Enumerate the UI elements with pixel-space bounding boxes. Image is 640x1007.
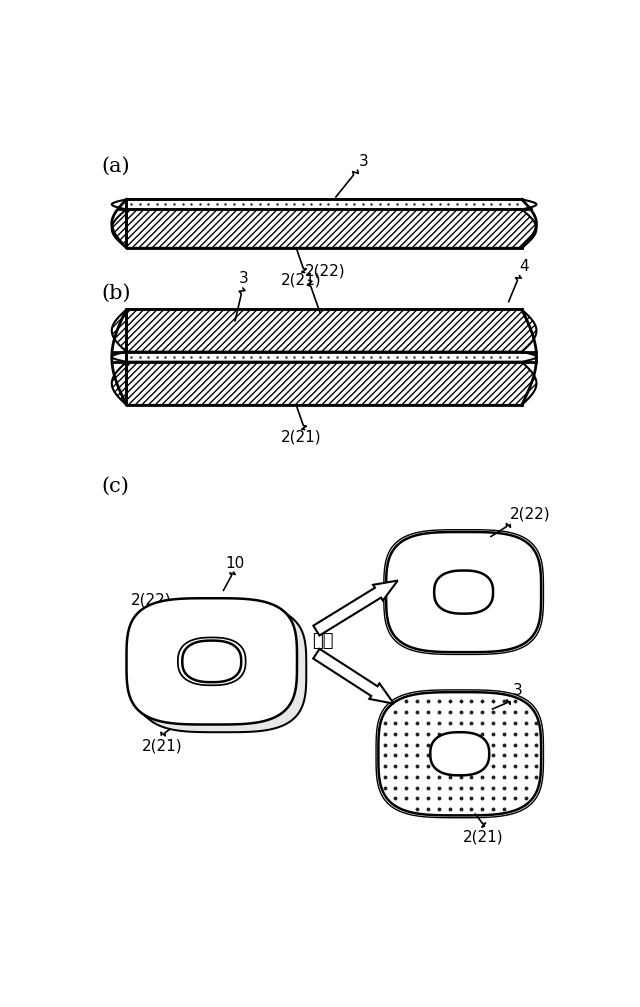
Text: 3: 3	[239, 272, 248, 286]
Text: 2(21): 2(21)	[142, 738, 182, 753]
Text: 2(22): 2(22)	[305, 264, 346, 279]
Polygon shape	[378, 692, 541, 816]
Polygon shape	[434, 571, 493, 613]
Polygon shape	[430, 732, 489, 775]
Polygon shape	[314, 580, 397, 635]
Polygon shape	[386, 532, 541, 653]
Polygon shape	[127, 598, 297, 724]
Text: (b): (b)	[102, 284, 131, 303]
Text: 3: 3	[513, 684, 522, 698]
Text: 4: 4	[520, 259, 529, 274]
Polygon shape	[182, 640, 241, 682]
Polygon shape	[131, 602, 301, 728]
Polygon shape	[313, 649, 394, 704]
Text: 2(22): 2(22)	[510, 507, 551, 522]
Text: (c): (c)	[102, 476, 129, 495]
Text: 10: 10	[225, 556, 244, 571]
Polygon shape	[112, 209, 536, 248]
Text: (a): (a)	[102, 157, 131, 176]
Polygon shape	[112, 309, 536, 351]
Text: 2(21): 2(21)	[280, 273, 321, 288]
Text: 2(22): 2(22)	[131, 592, 171, 607]
Text: 剥離: 剥離	[312, 631, 333, 650]
Text: 3: 3	[359, 154, 369, 168]
Polygon shape	[112, 351, 536, 362]
Polygon shape	[136, 606, 307, 732]
Text: 2(21): 2(21)	[280, 430, 321, 445]
Text: 2(21): 2(21)	[463, 829, 503, 844]
Polygon shape	[112, 199, 536, 209]
Polygon shape	[112, 362, 536, 405]
